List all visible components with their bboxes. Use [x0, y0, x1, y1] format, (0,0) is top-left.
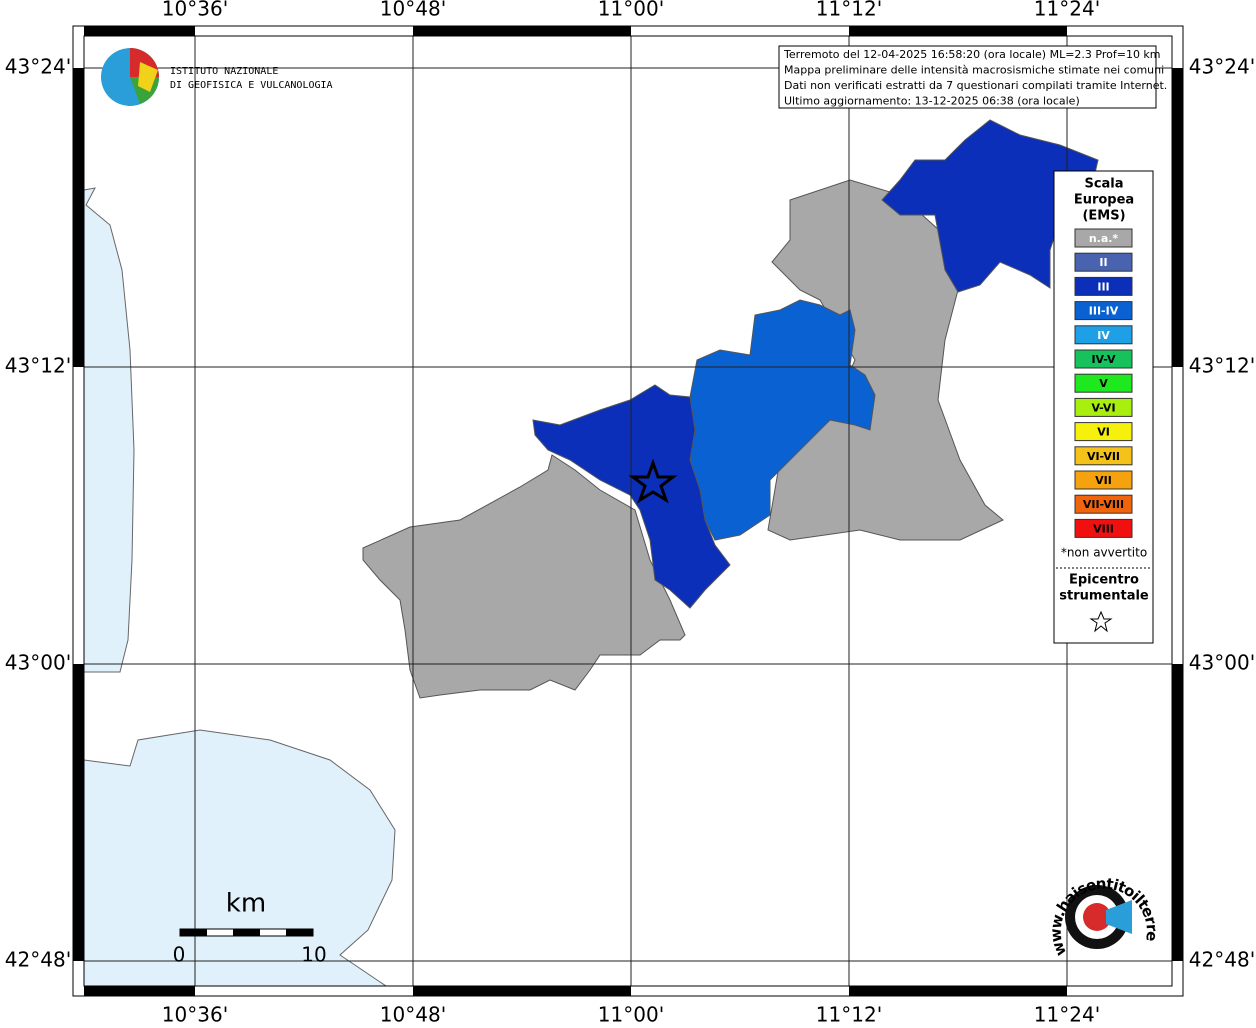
sea: [83, 729, 396, 987]
legend-swatch: [1074, 397, 1133, 417]
legend-label: V-VI: [1091, 401, 1115, 414]
legend-swatch: [1074, 349, 1133, 369]
epicenter-star: [628, 458, 678, 504]
lat-label: 43°24': [1189, 55, 1255, 79]
lon-label: 11°00': [598, 1003, 664, 1025]
legend-swatch: [1074, 301, 1133, 321]
info-line: Mappa preliminare delle intensità macros…: [784, 64, 1164, 77]
info-line: Ultimo aggiornamento: 13-12-2025 06:38 (…: [784, 95, 1080, 108]
legend-label: IV-V: [1091, 353, 1116, 366]
lon-label: 10°36': [162, 1003, 228, 1025]
scale-unit: km: [226, 889, 266, 919]
legend-label: VI: [1097, 426, 1110, 439]
legend-note: *non avvertito: [1061, 546, 1147, 560]
legend-label: V: [1099, 377, 1108, 390]
lat-label: 43°00': [5, 651, 71, 675]
lat-label: 43°24': [5, 55, 71, 79]
legend-label: III: [1097, 280, 1109, 293]
legend-title: Europea: [1074, 193, 1134, 208]
legend-label: VII-VIII: [1083, 498, 1124, 511]
legend-title: (EMS): [1082, 209, 1125, 224]
legend-label: VII: [1095, 474, 1112, 487]
lon-label: 11°24': [1034, 1003, 1100, 1025]
lon-label: 10°48': [380, 0, 446, 21]
legend-swatch: [1074, 252, 1133, 272]
legend-swatch: [1074, 276, 1133, 296]
legend-label: III-IV: [1089, 305, 1119, 318]
legend-epicenter: Epicentro: [1069, 573, 1139, 588]
legend-swatch: [1074, 494, 1133, 514]
logo-text: ISTITUTO NAZIONALE: [170, 66, 278, 77]
legend-star: [1089, 610, 1113, 633]
lon-label: 11°12': [816, 0, 882, 21]
scale-bar: km 0 10: [173, 889, 327, 967]
legend-swatch: [1074, 325, 1133, 345]
legend-label: VI-VII: [1087, 450, 1120, 463]
legend-label: II: [1099, 256, 1107, 269]
logo-text: DI GEOFISICA E VULCANOLOGIA: [170, 80, 333, 91]
legend-swatch: [1074, 470, 1133, 490]
scale-label: 0: [173, 943, 186, 967]
legend-swatch: [1074, 446, 1133, 466]
sea: [83, 187, 135, 673]
legend-swatch: [1074, 422, 1133, 442]
legend-epicenter: strumentale: [1059, 589, 1149, 604]
info-line: Dati non verificati estratti da 7 questi…: [784, 79, 1167, 92]
legend-swatch: [1074, 373, 1133, 393]
legend-label: IV: [1097, 329, 1110, 342]
lat-label: 42°48': [1189, 948, 1255, 972]
legend-swatch: [1074, 228, 1133, 248]
lon-label: 10°48': [380, 1003, 446, 1025]
scale-label: 10: [301, 943, 326, 967]
lon-label: 11°24': [1034, 0, 1100, 21]
legend-label: VIII: [1093, 522, 1114, 535]
legend-swatch: [1074, 518, 1133, 538]
lon-label: 11°00': [598, 0, 664, 21]
lon-label: 10°36': [162, 0, 228, 21]
ingv-logo: ISTITUTO NAZIONALE DI GEOFISICA E VULCAN…: [101, 48, 333, 106]
lat-label: 43°12': [1189, 354, 1255, 378]
lat-label: 42°48': [5, 948, 71, 972]
info-box: [778, 45, 1157, 109]
lat-label: 43°12': [5, 354, 71, 378]
legend-title: Scala: [1084, 177, 1123, 192]
info-line: Terremoto del 12-04-2025 16:58:20 (ora l…: [783, 48, 1161, 61]
lon-label: 11°12': [816, 1003, 882, 1025]
legend-label: n.a.*: [1089, 232, 1119, 245]
lat-label: 43°00': [1189, 651, 1255, 675]
region: [362, 454, 686, 699]
